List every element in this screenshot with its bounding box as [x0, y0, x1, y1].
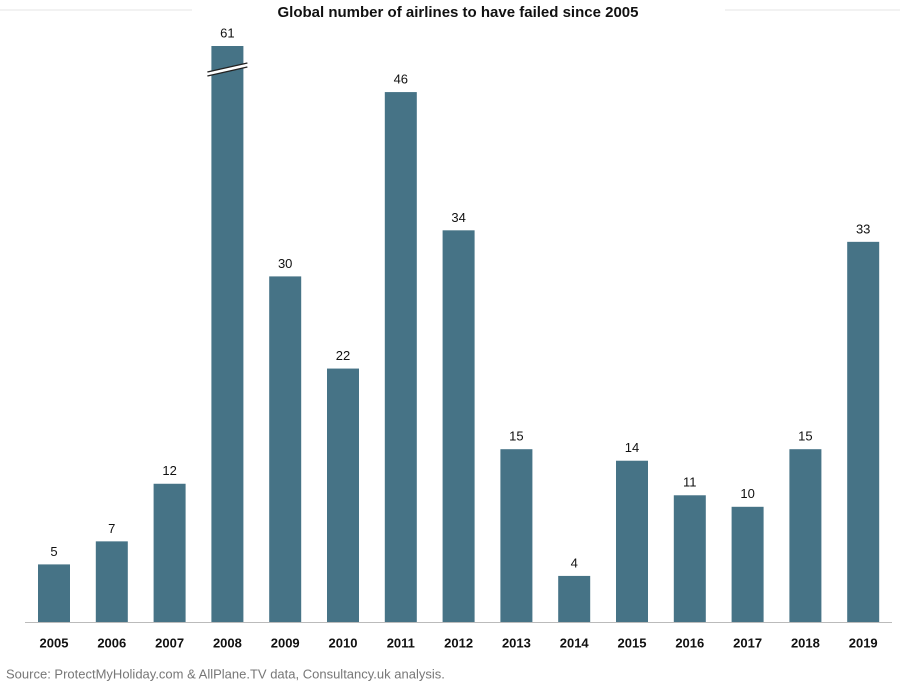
- bar: [211, 46, 244, 622]
- x-tick-label: 2013: [502, 635, 531, 650]
- value-label: 10: [740, 486, 754, 501]
- value-label: 33: [856, 221, 870, 236]
- bar: [269, 276, 302, 622]
- x-tick-label: 2012: [444, 635, 473, 650]
- axis-break-line: [207, 62, 248, 73]
- x-tick-label: 2015: [618, 635, 647, 650]
- x-tick-label: 2011: [387, 635, 415, 650]
- bar: [442, 230, 475, 622]
- bar: [327, 368, 359, 622]
- bar: [153, 483, 186, 622]
- axis-break: [207, 63, 248, 76]
- value-label: 15: [509, 429, 523, 444]
- value-label: 34: [451, 210, 465, 225]
- chart-title: Global number of airlines to have failed…: [278, 4, 639, 21]
- value-label: 15: [798, 429, 812, 444]
- value-label: 7: [108, 521, 115, 536]
- axis-break-line: [207, 66, 248, 77]
- bar: [384, 92, 417, 622]
- x-tick-label: 2018: [791, 635, 820, 650]
- x-tick-label: 2005: [40, 635, 69, 650]
- bar: [500, 449, 533, 622]
- x-tick-label: 2016: [675, 635, 704, 650]
- x-tick-label: 2010: [329, 635, 358, 650]
- x-tick-label: 2008: [213, 635, 242, 650]
- bar: [616, 460, 648, 622]
- value-label: 12: [162, 463, 176, 478]
- x-tick-label: 2017: [733, 635, 762, 650]
- x-tick-label: 2007: [155, 635, 184, 650]
- bar: [789, 449, 822, 622]
- value-label: 22: [336, 348, 350, 363]
- x-tick-label: 2009: [271, 635, 300, 650]
- bar: [38, 564, 70, 622]
- bar: [847, 241, 880, 622]
- x-tick-label: 2006: [97, 635, 126, 650]
- value-label: 46: [394, 72, 408, 87]
- value-label: 30: [278, 256, 292, 271]
- value-label: 14: [625, 440, 639, 455]
- x-tick-label: 2014: [560, 635, 590, 650]
- bar: [731, 506, 764, 622]
- x-tick-label: 2019: [849, 635, 878, 650]
- value-label: 4: [571, 555, 578, 570]
- bar: [673, 495, 706, 622]
- bar: [558, 575, 591, 622]
- bar: [95, 541, 128, 622]
- value-label: 5: [50, 544, 57, 559]
- value-label: 11: [683, 475, 697, 490]
- source-note: Source: ProtectMyHoliday.com & AllPlane.…: [6, 666, 445, 681]
- value-label: 61: [220, 25, 234, 40]
